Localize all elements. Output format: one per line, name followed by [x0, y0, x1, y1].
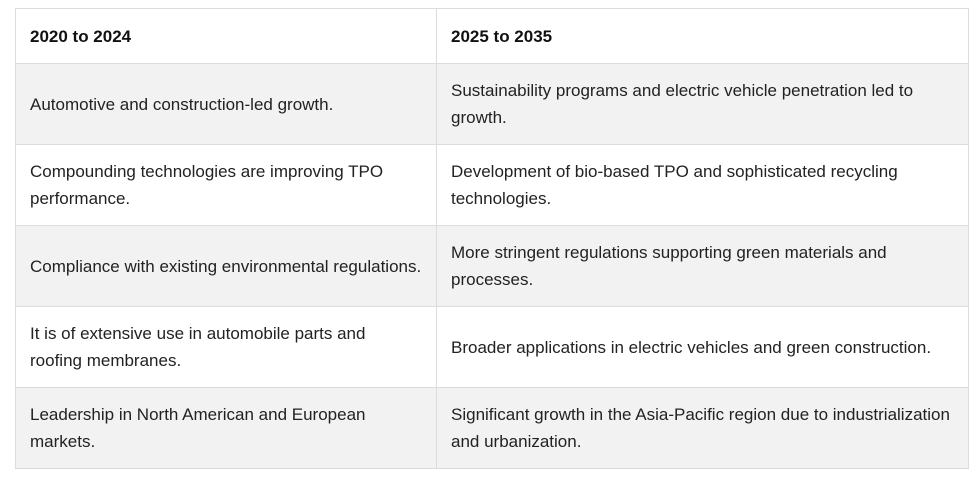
table-cell: Leadership in North American and Europea… — [15, 387, 437, 469]
table-row: It is of extensive use in automobile par… — [15, 306, 969, 388]
header-row: 2020 to 2024 2025 to 2035 — [15, 8, 969, 64]
table-row: Leadership in North American and Europea… — [15, 387, 969, 469]
table-cell: Compliance with existing environmental r… — [15, 225, 437, 307]
table-cell: It is of extensive use in automobile par… — [15, 306, 437, 388]
table-row: Automotive and construction-led growth. … — [15, 63, 969, 145]
table-row: Compliance with existing environmental r… — [15, 225, 969, 307]
header-cell-2020-2024: 2020 to 2024 — [15, 8, 437, 64]
table-cell: Sustainability programs and electric veh… — [436, 63, 969, 145]
table-cell: Automotive and construction-led growth. — [15, 63, 437, 145]
header-cell-2025-2035: 2025 to 2035 — [436, 8, 969, 64]
table-cell: Development of bio-based TPO and sophist… — [436, 144, 969, 226]
table-cell: Significant growth in the Asia-Pacific r… — [436, 387, 969, 469]
table-row: Compounding technologies are improving T… — [15, 144, 969, 226]
table-cell: Broader applications in electric vehicle… — [436, 306, 969, 388]
table-cell: Compounding technologies are improving T… — [15, 144, 437, 226]
table-cell: More stringent regulations supporting gr… — [436, 225, 969, 307]
comparison-table: 2020 to 2024 2025 to 2035 Automotive and… — [15, 8, 969, 469]
